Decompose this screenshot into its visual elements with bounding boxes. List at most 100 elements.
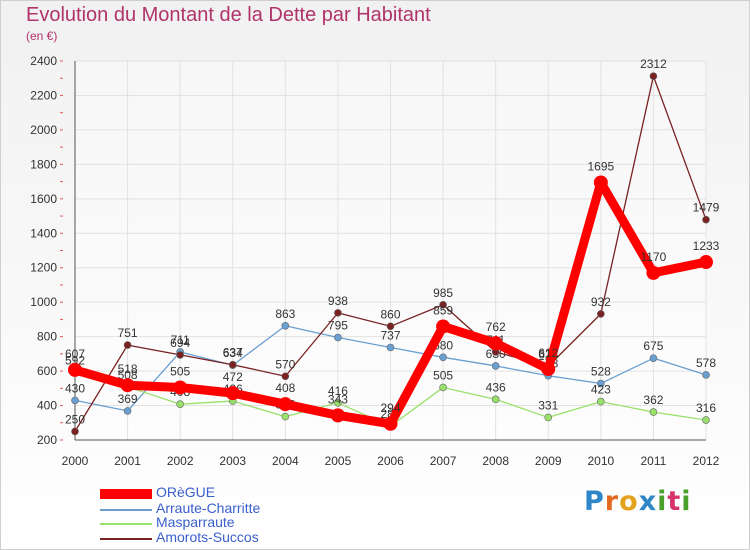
data-label: 985 bbox=[433, 286, 453, 300]
legend-swatch bbox=[100, 523, 152, 525]
data-label: 472 bbox=[223, 370, 243, 384]
data-label: 612 bbox=[538, 346, 558, 360]
data-point bbox=[386, 322, 395, 331]
data-point bbox=[281, 412, 290, 421]
y-tick-label: 2000 bbox=[30, 123, 57, 137]
data-point bbox=[383, 416, 398, 431]
data-label: 505 bbox=[433, 368, 453, 382]
data-label: 362 bbox=[643, 393, 663, 407]
data-label: 294 bbox=[380, 401, 400, 415]
data-label: 795 bbox=[328, 318, 348, 332]
data-point bbox=[386, 343, 395, 352]
x-tick-label: 2008 bbox=[482, 454, 509, 468]
data-label: 694 bbox=[170, 336, 190, 350]
data-label: 637 bbox=[223, 346, 243, 360]
x-tick-label: 2002 bbox=[167, 454, 194, 468]
data-label: 528 bbox=[591, 364, 611, 378]
y-tick-label: 800 bbox=[37, 330, 57, 344]
data-point bbox=[699, 255, 713, 270]
data-point bbox=[439, 383, 447, 392]
data-point bbox=[68, 362, 82, 377]
data-label: 711 bbox=[171, 333, 190, 347]
y-tick-label: 2200 bbox=[30, 88, 57, 102]
data-point bbox=[439, 300, 447, 309]
data-label: 416 bbox=[328, 384, 348, 398]
data-label: 436 bbox=[486, 380, 506, 394]
legend-swatch bbox=[100, 489, 152, 499]
data-point bbox=[173, 380, 188, 395]
data-point bbox=[649, 72, 658, 80]
x-tick-label: 2011 bbox=[641, 454, 667, 468]
legend-swatch bbox=[100, 538, 152, 540]
data-label: 250 bbox=[65, 412, 85, 426]
legend-label: Masparraute bbox=[156, 514, 235, 530]
legend-label: Arraute-Charritte bbox=[156, 500, 261, 516]
data-point bbox=[120, 378, 135, 393]
data-label: 1233 bbox=[693, 239, 720, 253]
x-tick-label: 2010 bbox=[587, 454, 614, 468]
data-label: 592 bbox=[65, 353, 85, 367]
x-tick-label: 2004 bbox=[272, 454, 299, 468]
data-point bbox=[488, 336, 503, 351]
data-point bbox=[593, 175, 608, 190]
x-tick-label: 2007 bbox=[430, 454, 457, 468]
data-label: 369 bbox=[118, 392, 138, 406]
y-tick-label: 200 bbox=[37, 433, 57, 447]
data-label: 1479 bbox=[693, 201, 720, 215]
x-tick-label: 2012 bbox=[693, 454, 720, 468]
data-label: 1170 bbox=[641, 250, 667, 264]
data-point bbox=[176, 400, 184, 408]
data-label: 423 bbox=[591, 383, 611, 397]
data-label: 316 bbox=[696, 401, 716, 415]
data-point bbox=[646, 265, 661, 280]
data-point bbox=[436, 319, 451, 334]
proxiti-logo: Proxiti bbox=[584, 486, 692, 517]
data-label: 607 bbox=[65, 347, 85, 361]
data-point bbox=[544, 413, 553, 422]
data-label: 2312 bbox=[640, 57, 667, 71]
data-point bbox=[491, 362, 500, 370]
data-point bbox=[649, 408, 658, 416]
logo-letter: i bbox=[657, 486, 668, 517]
y-tick-label: 2400 bbox=[30, 54, 57, 68]
data-label: 762 bbox=[486, 320, 506, 334]
y-tick-label: 1800 bbox=[30, 157, 57, 171]
data-point bbox=[281, 372, 290, 381]
data-label: 343 bbox=[328, 392, 348, 406]
data-label: 737 bbox=[380, 328, 400, 342]
data-point bbox=[123, 341, 132, 349]
data-point bbox=[228, 360, 237, 369]
data-point bbox=[597, 310, 605, 318]
chart-unit-label: (en €) bbox=[26, 29, 58, 43]
logo-letter: x bbox=[638, 486, 658, 517]
data-label: 578 bbox=[696, 356, 716, 370]
y-tick-label: 1200 bbox=[30, 261, 57, 275]
data-point bbox=[439, 353, 447, 362]
data-label: 938 bbox=[328, 294, 348, 308]
data-label: 863 bbox=[275, 307, 295, 321]
logo-letter: r bbox=[604, 486, 620, 517]
data-label: 932 bbox=[591, 295, 611, 309]
data-point bbox=[334, 309, 342, 317]
data-point bbox=[281, 321, 290, 330]
data-point bbox=[649, 354, 658, 362]
data-label: 675 bbox=[643, 339, 663, 353]
x-tick-label: 2003 bbox=[219, 454, 246, 468]
y-tick-label: 1000 bbox=[30, 295, 57, 309]
x-tick-label: 2001 bbox=[114, 454, 141, 468]
data-label: 1695 bbox=[587, 159, 614, 173]
logo-letter: i bbox=[681, 486, 692, 517]
data-label: 508 bbox=[118, 368, 138, 382]
y-tick-label: 600 bbox=[37, 364, 57, 378]
legend-label: ORèGUE bbox=[156, 484, 216, 500]
logo-letter: t bbox=[667, 486, 682, 517]
data-label: 518 bbox=[118, 362, 138, 376]
data-label: 751 bbox=[118, 326, 138, 340]
x-tick-label: 2000 bbox=[62, 454, 89, 468]
data-label: 860 bbox=[380, 307, 400, 321]
y-tick-label: 400 bbox=[37, 399, 57, 413]
chart-title: Evolution du Montant de la Dette par Hab… bbox=[26, 4, 431, 26]
data-label: 859 bbox=[433, 303, 453, 317]
x-tick-label: 2009 bbox=[535, 454, 562, 468]
